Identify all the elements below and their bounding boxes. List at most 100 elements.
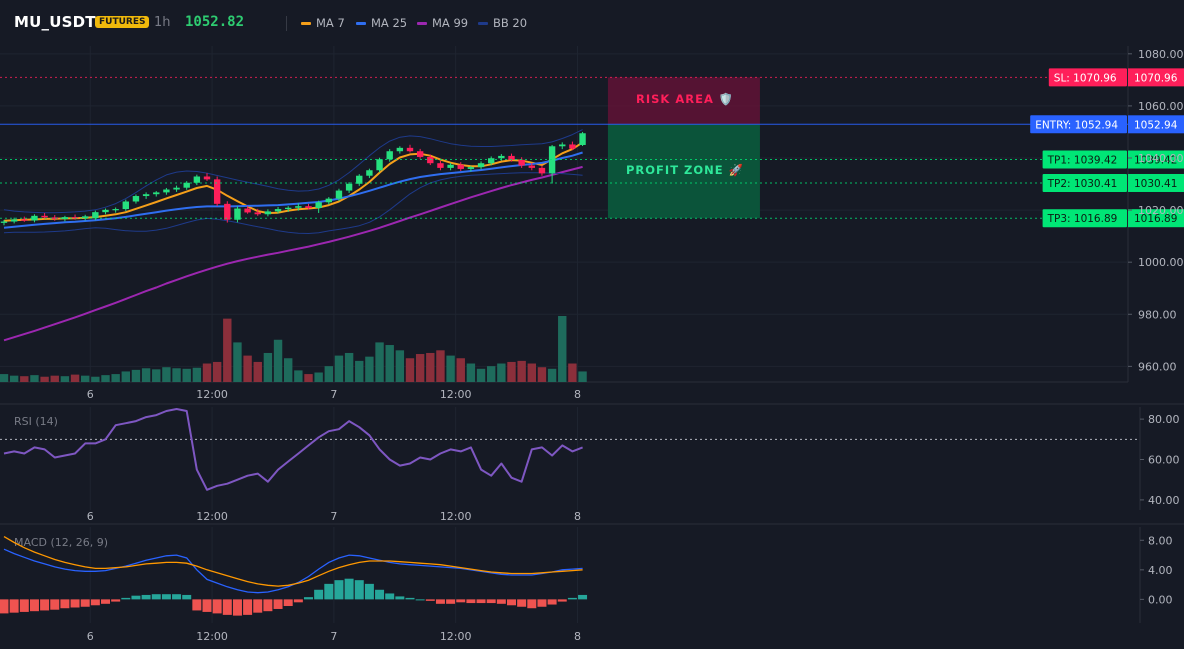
- time-tick-label: 12:00: [196, 630, 228, 643]
- candle-body: [508, 155, 515, 160]
- legend-swatch-icon: [356, 21, 366, 25]
- macd-histogram-bar: [232, 599, 242, 616]
- rsi-tick-label: 80.00: [1148, 413, 1180, 426]
- macd-histogram-bar: [9, 599, 19, 613]
- volume-bar: [527, 363, 536, 382]
- macd-histogram-bar: [202, 599, 212, 612]
- price-tick-label: 980.00: [1138, 308, 1177, 321]
- level-value-bg: [1128, 115, 1184, 134]
- macd-histogram-bar: [161, 594, 171, 600]
- time-tick-label: 7: [330, 630, 337, 643]
- time-tick-label: 12:00: [440, 510, 472, 523]
- legend-ma25[interactable]: MA 25: [356, 16, 407, 30]
- macd-histogram-bar: [101, 599, 110, 604]
- level-label: TP3: 1016.89: [1047, 213, 1118, 225]
- volume-bar: [466, 363, 476, 382]
- candle-body: [477, 163, 485, 168]
- candle-body: [193, 176, 201, 183]
- level-label: TP2: 1030.41: [1047, 178, 1118, 190]
- volume-bar: [182, 368, 191, 382]
- line-bb-upper: [3, 129, 583, 214]
- symbol-name[interactable]: MU_USDT: [14, 13, 96, 31]
- legend-swatch-icon: [301, 21, 311, 25]
- macd-histogram-bar: [435, 599, 445, 604]
- candle-body: [142, 194, 150, 197]
- volume-bar: [426, 352, 435, 382]
- candle-body: [264, 211, 272, 215]
- candles: [0, 131, 586, 226]
- candle-body: [356, 175, 363, 184]
- line-ma-7: [3, 141, 584, 222]
- volume-bar: [30, 375, 39, 382]
- level-label: SL: 1070.96: [1054, 72, 1117, 84]
- volume-bar: [375, 342, 384, 382]
- candle-body: [244, 208, 251, 213]
- candle-body: [51, 217, 58, 219]
- macd-signal-line: [3, 536, 583, 587]
- macd-histogram-bar: [557, 599, 567, 602]
- level-label-bg: [1042, 209, 1127, 228]
- volume-bar: [304, 374, 313, 382]
- volume-bar: [40, 376, 49, 382]
- legend-ma7[interactable]: MA 7: [301, 16, 345, 30]
- candle-body: [274, 209, 282, 212]
- macd-histogram-bar: [537, 599, 547, 607]
- volume-bar: [405, 358, 415, 382]
- candle-body: [234, 208, 241, 220]
- candle-body: [488, 158, 495, 164]
- candle-body: [437, 163, 444, 168]
- volume-bar: [355, 360, 364, 382]
- volume-bar: [152, 369, 161, 382]
- candle-body: [447, 164, 454, 168]
- candle-body: [112, 209, 119, 211]
- macd-histogram-bar: [293, 599, 303, 603]
- macd-title: MACD (12, 26, 9): [14, 536, 108, 549]
- volume-bar: [558, 316, 567, 382]
- volume-bar: [111, 374, 120, 382]
- candle-body: [518, 159, 525, 166]
- candle-body: [376, 159, 383, 171]
- macd-histogram-bar: [80, 599, 90, 607]
- macd-histogram-bar: [405, 597, 415, 600]
- legend-label: MA 7: [316, 16, 345, 30]
- candle-body: [213, 179, 221, 204]
- price-tick-label: 1020.00: [1138, 204, 1184, 217]
- candle-body: [559, 144, 566, 147]
- macd-histogram-bar: [151, 594, 161, 600]
- volume-bar: [212, 361, 222, 382]
- chart-header: MU_USDT FUTURES 1h 1052.82 MA 7 MA 25 MA…: [0, 0, 1184, 46]
- volume-bar: [456, 358, 465, 382]
- macd-histogram-bar: [182, 594, 192, 600]
- volume-bar: [172, 368, 181, 382]
- rsi-tick-label: 60.00: [1148, 454, 1180, 467]
- candle-body: [467, 167, 475, 169]
- price-tick-label: 960.00: [1138, 360, 1177, 373]
- candle-body: [325, 198, 332, 203]
- volume-bar: [537, 367, 547, 382]
- volume-bar: [365, 356, 374, 382]
- candle-body: [132, 196, 140, 202]
- volume-bar: [334, 355, 344, 382]
- legend-swatch-icon: [478, 21, 488, 25]
- indicator-lines: [3, 129, 584, 342]
- legend-ma99[interactable]: MA 99: [417, 16, 468, 30]
- time-tick-label: 6: [87, 388, 94, 401]
- macd-histogram-bar: [192, 599, 202, 611]
- volume-bar: [446, 355, 455, 382]
- candle-body: [416, 151, 424, 157]
- volume-bar: [294, 370, 303, 382]
- macd-histogram-bar: [344, 578, 354, 600]
- timeframe-label[interactable]: 1h: [154, 15, 171, 30]
- macd-histogram-bar: [334, 580, 344, 600]
- candle-body: [0, 221, 8, 223]
- macd-histogram-bar: [253, 599, 263, 613]
- macd-histogram-bar: [547, 599, 557, 605]
- legend-bb20[interactable]: BB 20: [478, 16, 527, 30]
- volume-bar: [344, 352, 354, 382]
- macd-histogram-bar: [304, 597, 313, 600]
- candle-body: [457, 164, 464, 169]
- macd-histogram-bar: [50, 599, 60, 610]
- macd-histogram-bar: [466, 599, 476, 604]
- time-tick-label: 6: [87, 510, 94, 523]
